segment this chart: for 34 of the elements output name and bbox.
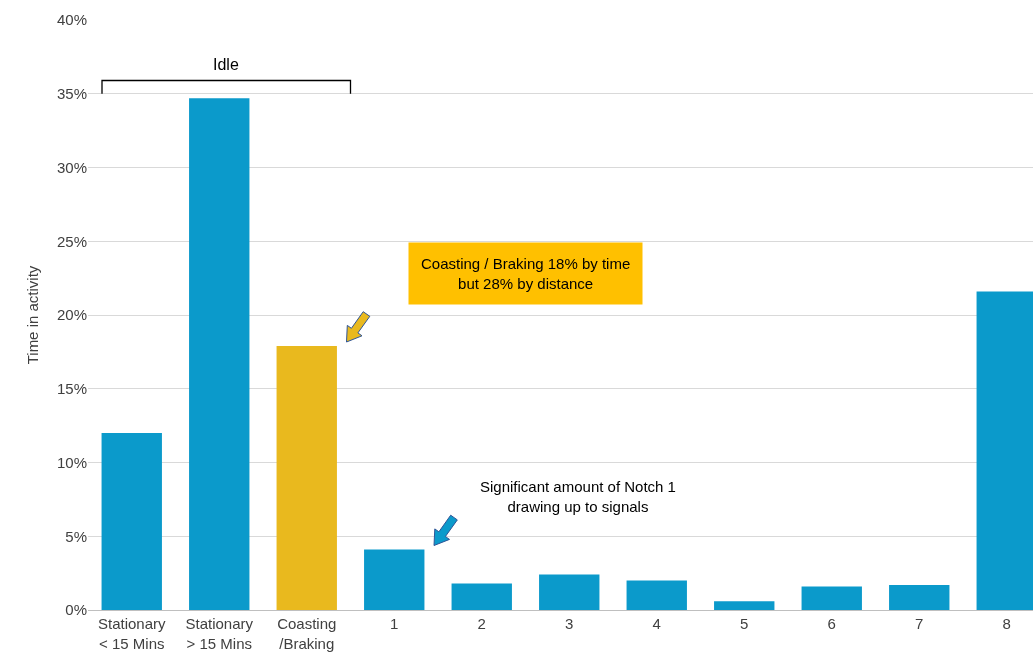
bar (101, 433, 162, 610)
x-tick-label: 5 (740, 615, 749, 632)
bar (714, 601, 775, 610)
annotation: Significant amount of Notch 1 drawing up to signals (480, 478, 676, 515)
bar (364, 549, 425, 610)
y-tick-label: 0% (65, 601, 87, 619)
x-tick-label: Stationary > 15 Mins (185, 615, 254, 652)
bar (276, 345, 337, 610)
x-tick-label: Coasting /Braking (277, 615, 337, 652)
x-tick-label: Stationary < 15 Mins (97, 615, 167, 652)
bar (889, 584, 950, 610)
y-axis-title: Time in activity (24, 265, 42, 365)
x-tick-label: 3 (565, 615, 574, 632)
x-tick-label: 8 (1002, 615, 1011, 632)
bar (189, 98, 250, 610)
bar (539, 574, 600, 610)
annotation: Coasting / Braking 18% by time but 28% by distance (421, 255, 631, 292)
y-tick-label: 25% (56, 232, 87, 250)
annotation: Idle (213, 56, 239, 73)
x-tick-label: 7 (915, 615, 924, 632)
bar (801, 586, 862, 610)
x-tick-label: 1 (390, 615, 399, 632)
y-tick-label: 15% (56, 380, 87, 397)
y-tick-label: 30% (56, 158, 87, 176)
y-tick-label: 5% (65, 527, 87, 545)
bar (626, 580, 687, 610)
x-tick-label: 6 (827, 615, 836, 632)
y-tick-label: 40% (56, 11, 87, 29)
bar (451, 583, 512, 610)
y-tick-label: 35% (56, 85, 87, 102)
y-tick-label: 10% (56, 453, 87, 471)
y-tick-label: 20% (56, 306, 87, 324)
x-tick-label: 4 (652, 615, 661, 632)
x-tick-label: 2 (477, 615, 486, 632)
